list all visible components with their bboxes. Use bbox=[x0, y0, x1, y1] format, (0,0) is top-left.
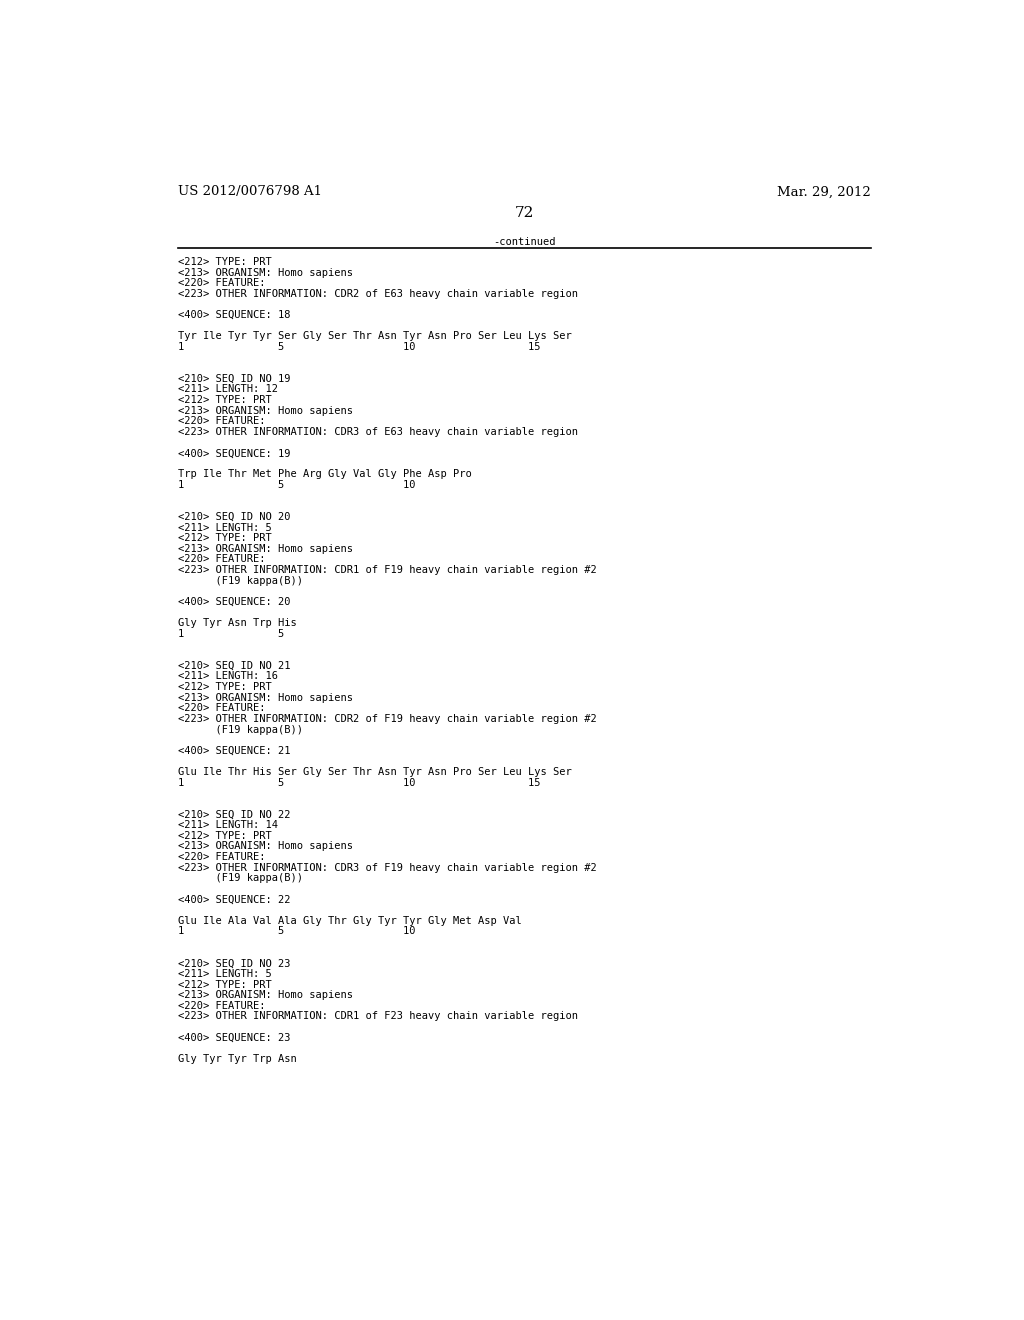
Text: US 2012/0076798 A1: US 2012/0076798 A1 bbox=[178, 185, 323, 198]
Text: Glu Ile Ala Val Ala Gly Thr Gly Tyr Tyr Gly Met Asp Val: Glu Ile Ala Val Ala Gly Thr Gly Tyr Tyr … bbox=[178, 916, 522, 925]
Text: <400> SEQUENCE: 21: <400> SEQUENCE: 21 bbox=[178, 746, 291, 756]
Text: <210> SEQ ID NO 20: <210> SEQ ID NO 20 bbox=[178, 512, 291, 521]
Text: Trp Ile Thr Met Phe Arg Gly Val Gly Phe Asp Pro: Trp Ile Thr Met Phe Arg Gly Val Gly Phe … bbox=[178, 470, 472, 479]
Text: Gly Tyr Asn Trp His: Gly Tyr Asn Trp His bbox=[178, 618, 297, 628]
Text: <223> OTHER INFORMATION: CDR1 of F23 heavy chain variable region: <223> OTHER INFORMATION: CDR1 of F23 hea… bbox=[178, 1011, 579, 1022]
Text: <223> OTHER INFORMATION: CDR2 of F19 heavy chain variable region #2: <223> OTHER INFORMATION: CDR2 of F19 hea… bbox=[178, 714, 597, 723]
Text: <211> LENGTH: 5: <211> LENGTH: 5 bbox=[178, 969, 272, 979]
Text: <212> TYPE: PRT: <212> TYPE: PRT bbox=[178, 257, 272, 267]
Text: <210> SEQ ID NO 22: <210> SEQ ID NO 22 bbox=[178, 809, 291, 820]
Text: <400> SEQUENCE: 18: <400> SEQUENCE: 18 bbox=[178, 310, 291, 319]
Text: 1               5                   10                  15: 1 5 10 15 bbox=[178, 777, 541, 788]
Text: <212> TYPE: PRT: <212> TYPE: PRT bbox=[178, 533, 272, 544]
Text: <213> ORGANISM: Homo sapiens: <213> ORGANISM: Homo sapiens bbox=[178, 990, 353, 1001]
Text: <211> LENGTH: 5: <211> LENGTH: 5 bbox=[178, 523, 272, 532]
Text: <400> SEQUENCE: 22: <400> SEQUENCE: 22 bbox=[178, 895, 291, 904]
Text: <212> TYPE: PRT: <212> TYPE: PRT bbox=[178, 682, 272, 692]
Text: <223> OTHER INFORMATION: CDR1 of F19 heavy chain variable region #2: <223> OTHER INFORMATION: CDR1 of F19 hea… bbox=[178, 565, 597, 576]
Text: Tyr Ile Tyr Tyr Ser Gly Ser Thr Asn Tyr Asn Pro Ser Leu Lys Ser: Tyr Ile Tyr Tyr Ser Gly Ser Thr Asn Tyr … bbox=[178, 331, 572, 342]
Text: Mar. 29, 2012: Mar. 29, 2012 bbox=[777, 185, 871, 198]
Text: <212> TYPE: PRT: <212> TYPE: PRT bbox=[178, 979, 272, 990]
Text: -continued: -continued bbox=[494, 238, 556, 247]
Text: <220> FEATURE:: <220> FEATURE: bbox=[178, 554, 266, 565]
Text: <213> ORGANISM: Homo sapiens: <213> ORGANISM: Homo sapiens bbox=[178, 841, 353, 851]
Text: 1               5                   10: 1 5 10 bbox=[178, 927, 416, 936]
Text: <220> FEATURE:: <220> FEATURE: bbox=[178, 279, 266, 288]
Text: <223> OTHER INFORMATION: CDR3 of E63 heavy chain variable region: <223> OTHER INFORMATION: CDR3 of E63 hea… bbox=[178, 426, 579, 437]
Text: <220> FEATURE:: <220> FEATURE: bbox=[178, 851, 266, 862]
Text: <210> SEQ ID NO 21: <210> SEQ ID NO 21 bbox=[178, 661, 291, 671]
Text: <223> OTHER INFORMATION: CDR2 of E63 heavy chain variable region: <223> OTHER INFORMATION: CDR2 of E63 hea… bbox=[178, 289, 579, 298]
Text: <210> SEQ ID NO 23: <210> SEQ ID NO 23 bbox=[178, 958, 291, 969]
Text: <213> ORGANISM: Homo sapiens: <213> ORGANISM: Homo sapiens bbox=[178, 544, 353, 554]
Text: 1               5                   10: 1 5 10 bbox=[178, 480, 416, 490]
Text: <213> ORGANISM: Homo sapiens: <213> ORGANISM: Homo sapiens bbox=[178, 268, 353, 277]
Text: <220> FEATURE:: <220> FEATURE: bbox=[178, 704, 266, 713]
Text: <213> ORGANISM: Homo sapiens: <213> ORGANISM: Homo sapiens bbox=[178, 405, 353, 416]
Text: 1               5: 1 5 bbox=[178, 628, 285, 639]
Text: Gly Tyr Tyr Trp Asn: Gly Tyr Tyr Trp Asn bbox=[178, 1053, 297, 1064]
Text: <220> FEATURE:: <220> FEATURE: bbox=[178, 1001, 266, 1011]
Text: <223> OTHER INFORMATION: CDR3 of F19 heavy chain variable region #2: <223> OTHER INFORMATION: CDR3 of F19 hea… bbox=[178, 863, 597, 873]
Text: <213> ORGANISM: Homo sapiens: <213> ORGANISM: Homo sapiens bbox=[178, 693, 353, 702]
Text: <212> TYPE: PRT: <212> TYPE: PRT bbox=[178, 395, 272, 405]
Text: Glu Ile Thr His Ser Gly Ser Thr Asn Tyr Asn Pro Ser Leu Lys Ser: Glu Ile Thr His Ser Gly Ser Thr Asn Tyr … bbox=[178, 767, 572, 777]
Text: (F19 kappa(B)): (F19 kappa(B)) bbox=[178, 725, 303, 734]
Text: <400> SEQUENCE: 23: <400> SEQUENCE: 23 bbox=[178, 1032, 291, 1043]
Text: <210> SEQ ID NO 19: <210> SEQ ID NO 19 bbox=[178, 374, 291, 384]
Text: <212> TYPE: PRT: <212> TYPE: PRT bbox=[178, 830, 272, 841]
Text: <400> SEQUENCE: 19: <400> SEQUENCE: 19 bbox=[178, 449, 291, 458]
Text: 72: 72 bbox=[515, 206, 535, 220]
Text: <400> SEQUENCE: 20: <400> SEQUENCE: 20 bbox=[178, 597, 291, 607]
Text: (F19 kappa(B)): (F19 kappa(B)) bbox=[178, 874, 303, 883]
Text: <220> FEATURE:: <220> FEATURE: bbox=[178, 416, 266, 426]
Text: <211> LENGTH: 16: <211> LENGTH: 16 bbox=[178, 672, 279, 681]
Text: <211> LENGTH: 14: <211> LENGTH: 14 bbox=[178, 820, 279, 830]
Text: <211> LENGTH: 12: <211> LENGTH: 12 bbox=[178, 384, 279, 395]
Text: 1               5                   10                  15: 1 5 10 15 bbox=[178, 342, 541, 352]
Text: (F19 kappa(B)): (F19 kappa(B)) bbox=[178, 576, 303, 586]
